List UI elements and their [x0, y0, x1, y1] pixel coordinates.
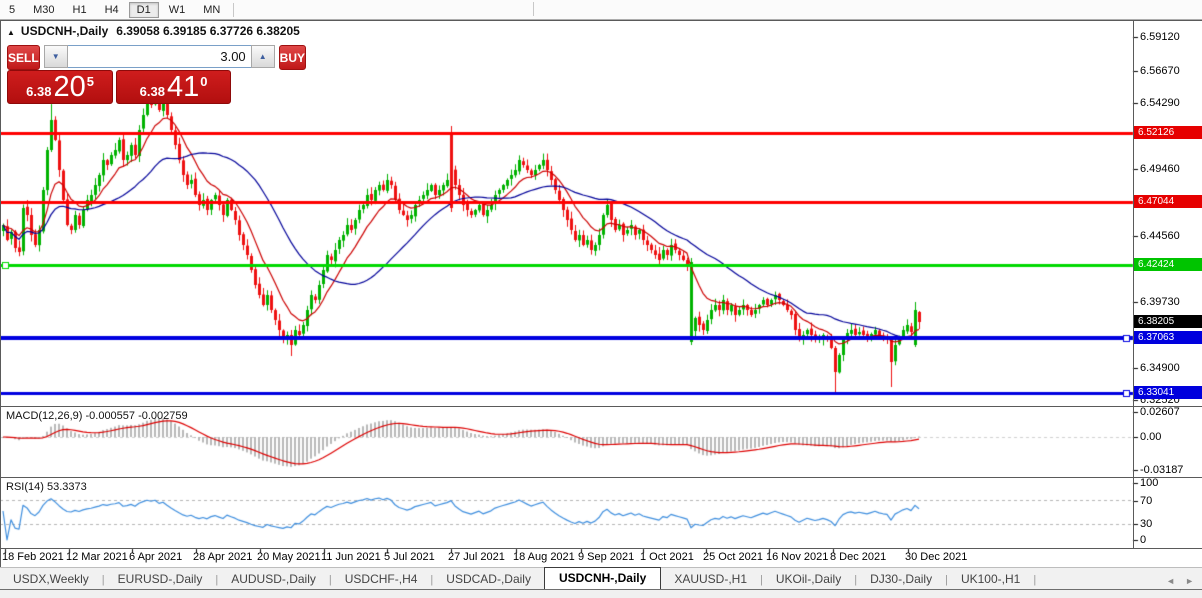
period-button-d1[interactable]: D1: [128, 1, 159, 18]
buy-price-box[interactable]: 6.38 41 0: [116, 70, 231, 104]
price-badge: 6.37063: [1134, 331, 1202, 344]
date-axis-label: 18 Aug 2021: [513, 551, 575, 563]
chart-tab-audusd-daily[interactable]: AUDUSD-,Daily: [231, 572, 316, 586]
chart-window-top-border: [0, 20, 1202, 21]
period-button-5[interactable]: 5: [9, 3, 16, 16]
price-badge: 6.52126: [1134, 126, 1202, 139]
date-axis-label: 27 Jul 2021: [448, 551, 505, 563]
tab-separator: |: [101, 574, 105, 586]
date-axis-label: 1 Oct 2021: [640, 551, 694, 563]
tab-separator: |: [215, 574, 219, 586]
chart-tab-usdcnh-daily[interactable]: USDCNH-,Daily: [543, 567, 662, 590]
toolbar-separator-2: [533, 2, 534, 16]
date-axis-label: 12 Mar 2021: [66, 551, 128, 563]
tab-separator: |: [760, 574, 763, 586]
tab-separator: |: [430, 574, 434, 586]
price-axis-label: 6.39730: [1140, 296, 1180, 308]
tab-separator: |: [1033, 574, 1037, 586]
macd-values: -0.000557 -0.002759: [85, 410, 188, 422]
macd-axis-label: 0.00: [1140, 431, 1162, 443]
rsi-axis-label: 70: [1140, 495, 1153, 507]
macd-name: MACD(12,26,9): [6, 410, 83, 422]
price-axis-label: 6.34900: [1140, 362, 1180, 374]
rsi-label: RSI(14) 53.3373: [6, 481, 87, 493]
volume-decrease-button[interactable]: ▼: [43, 45, 68, 68]
date-axis-label: 25 Oct 2021: [703, 551, 763, 563]
collapse-panel-icon[interactable]: ▲: [7, 28, 15, 37]
chart-symbol-period: USDCNH-,Daily: [20, 24, 109, 38]
chevron-down-icon: ▼: [51, 52, 60, 61]
date-axis-label: 6 Apr 2021: [129, 551, 183, 563]
period-toolbar: 5 M30 H1 H4 D1 W1 MN: [0, 0, 1202, 20]
date-axis-label: 8 Dec 2021: [830, 551, 887, 563]
one-click-trading-panel: SELL ▼ ▲ BUY 6.38 20 5 6.38 41 0: [7, 45, 307, 104]
macd-panel-separator[interactable]: [0, 406, 1202, 407]
chart-title: ▲ USDCNH-,Daily 6.39058 6.39185 6.37726 6.…: [7, 24, 300, 38]
sell-price-prefix: 6.38: [26, 84, 52, 99]
sell-price-sup: 5: [86, 74, 94, 89]
date-axis-label: 28 Apr 2021: [193, 551, 253, 563]
date-axis-separator: [0, 548, 1202, 549]
date-axis-label: 18 Feb 2021: [2, 551, 64, 563]
chart-ohlc-values: 6.39058 6.39185 6.37726 6.38205: [116, 24, 300, 38]
chart-tab-usdchf-h4[interactable]: USDCHF-,H4: [344, 572, 418, 586]
tab-separator: |: [328, 574, 332, 586]
price-axis-label: 6.56670: [1140, 65, 1180, 77]
date-axis-label: 5 Jul 2021: [384, 551, 435, 563]
buy-price-sup: 0: [200, 74, 208, 89]
volume-input[interactable]: [67, 45, 251, 68]
tab-separator: |: [854, 574, 858, 586]
price-axis-label: 6.49460: [1140, 163, 1180, 175]
price-axis-label: 6.59120: [1140, 31, 1180, 43]
rsi-value: 53.3373: [46, 481, 87, 493]
chart-tab-uk100-h1[interactable]: UK100-,H1: [960, 572, 1021, 586]
price-badge: 6.47044: [1134, 195, 1202, 208]
chart-tab-ukoil-daily[interactable]: UKOil-,Daily: [775, 572, 842, 586]
rsi-axis-label: 30: [1140, 518, 1153, 530]
rsi-axis-label: 0: [1140, 534, 1147, 546]
period-button-h1[interactable]: H1: [72, 3, 87, 16]
chart-tab-eurusd-daily[interactable]: EURUSD-,Daily: [117, 572, 203, 586]
tab-scroll-left-icon[interactable]: ◄: [1166, 576, 1176, 586]
volume-increase-button[interactable]: ▲: [250, 45, 275, 68]
chart-tab-bar: USDX,Weekly | EURUSD-,Daily | AUDUSD-,Daily |…: [0, 567, 1202, 590]
date-axis-label: 30 Dec 2021: [905, 551, 968, 563]
macd-axis-label: -0.03187: [1140, 464, 1184, 476]
toolbar-separator: [233, 2, 235, 17]
period-button-m30[interactable]: M30: [33, 3, 55, 16]
buy-price-prefix: 6.38: [139, 84, 165, 99]
sell-price-big: 20: [53, 71, 86, 103]
chevron-up-icon: ▲: [258, 52, 267, 61]
buy-button[interactable]: BUY: [278, 45, 307, 70]
price-badge: 6.42424: [1134, 258, 1202, 271]
chart-tab-usdx-weekly[interactable]: USDX,Weekly: [13, 572, 89, 586]
tab-separator: |: [945, 574, 948, 586]
chart-window-left-border: [0, 21, 1, 567]
date-axis-label: 20 May 2021: [257, 551, 321, 563]
macd-label: MACD(12,26,9) -0.000557 -0.002759: [6, 410, 188, 422]
date-axis-label: 11 Jun 2021: [321, 551, 381, 563]
period-button-h4[interactable]: H4: [104, 3, 119, 16]
price-axis-label: 6.54290: [1140, 97, 1180, 109]
sell-button[interactable]: SELL: [7, 45, 40, 70]
price-badge: 6.38205: [1134, 315, 1202, 328]
period-button-mn[interactable]: MN: [203, 3, 221, 16]
macd-axis-label: 0.02607: [1140, 406, 1180, 418]
buy-price-big: 41: [166, 71, 200, 103]
status-bar: [0, 589, 1202, 598]
price-badge: 6.33041: [1134, 386, 1202, 399]
date-axis-label: 9 Sep 2021: [578, 551, 635, 563]
date-axis-label: 16 Nov 2021: [766, 551, 829, 563]
tab-scroll-right-icon[interactable]: ►: [1185, 576, 1194, 586]
chart-tab-xauusd-h1[interactable]: XAUUSD-,H1: [674, 572, 748, 586]
price-axis-border: [1133, 21, 1134, 548]
rsi-axis-label: 100: [1140, 477, 1159, 489]
period-button-w1[interactable]: W1: [168, 3, 186, 16]
rsi-panel-separator[interactable]: [0, 477, 1202, 478]
price-axis-label: 6.44560: [1140, 230, 1180, 242]
chart-tab-dj30-daily[interactable]: DJ30-,Daily: [870, 572, 933, 586]
chart-tab-usdcad-daily[interactable]: USDCAD-,Daily: [446, 572, 531, 586]
sell-price-box[interactable]: 6.38 20 5: [7, 70, 114, 104]
rsi-name: RSI(14): [6, 481, 44, 493]
